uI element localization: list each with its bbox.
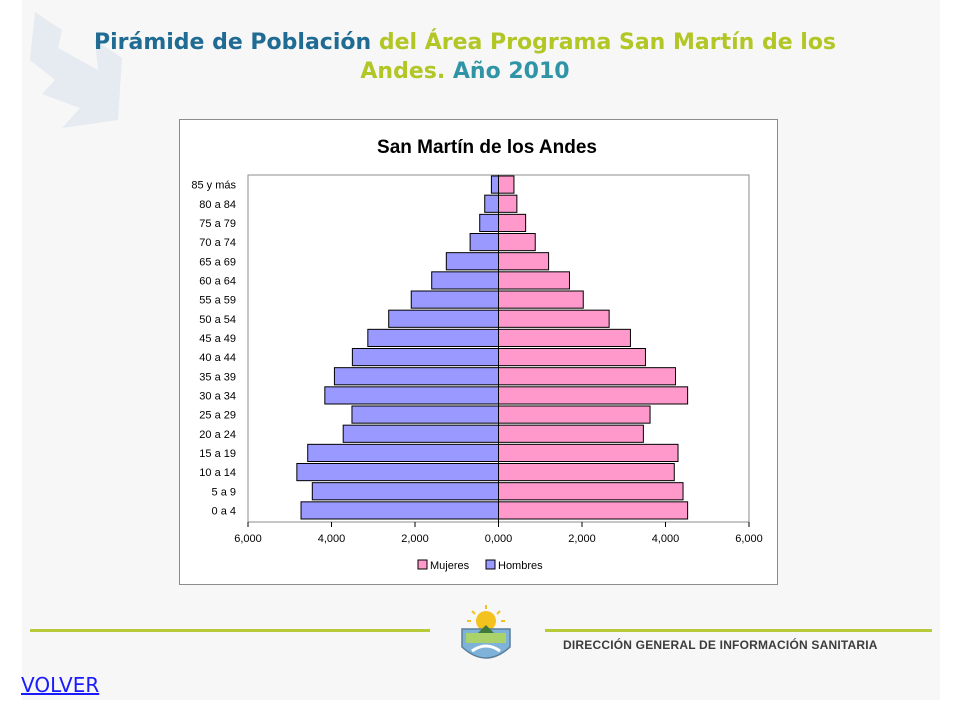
x-tick-label: 2,000 bbox=[401, 533, 429, 545]
bar-hombres bbox=[490, 175, 499, 194]
decorative-arrow-watermark bbox=[30, 12, 122, 128]
x-tick-label: 2,000 bbox=[568, 533, 596, 545]
bar-mujeres bbox=[498, 367, 677, 386]
legend-swatch bbox=[417, 559, 428, 570]
bar-hombres bbox=[469, 233, 499, 252]
bar-mujeres bbox=[498, 213, 527, 233]
bar-mujeres bbox=[498, 386, 689, 405]
bar-hombres bbox=[388, 309, 499, 328]
bar-mujeres bbox=[498, 175, 515, 194]
x-tick-label: 6,000 bbox=[234, 533, 262, 545]
y-tick-label: 55 a 59 bbox=[199, 295, 236, 307]
bar-mujeres bbox=[498, 405, 651, 424]
chart-title: San Martín de los Andes bbox=[377, 137, 597, 158]
footer-line-right bbox=[545, 629, 932, 632]
bar-mujeres bbox=[498, 252, 550, 271]
footer-organization-name: DIRECCIÓN GENERAL DE INFORMACIÓN SANITAR… bbox=[563, 638, 878, 652]
bar-hombres bbox=[307, 443, 499, 463]
y-tick-label: 25 a 29 bbox=[199, 410, 236, 422]
y-tick-label: 50 a 54 bbox=[199, 314, 236, 326]
legend-swatch bbox=[485, 559, 496, 570]
y-tick-label: 20 a 24 bbox=[199, 429, 236, 441]
population-pyramid-chart: San Martín de los Andes 85 y más 80 a 84 7… bbox=[191, 137, 763, 572]
footer-line-left bbox=[30, 629, 430, 632]
y-tick-label: 60 a 64 bbox=[199, 275, 236, 287]
y-tick-label: 45 a 49 bbox=[199, 333, 236, 345]
volver-link[interactable]: VOLVER bbox=[21, 673, 100, 697]
bar-mujeres bbox=[498, 501, 689, 520]
chart-frame: San Martín de los Andes 85 y más 80 a 84 7… bbox=[179, 119, 778, 585]
x-tick-label: 4,000 bbox=[652, 533, 680, 545]
y-tick-label: 35 a 39 bbox=[199, 371, 236, 383]
bar-mujeres bbox=[498, 424, 644, 443]
title-part-2: del Área Programa San Martín de los Ande… bbox=[360, 30, 837, 84]
x-tick-label: 6,000 bbox=[735, 533, 763, 545]
y-tick-label: 40 a 44 bbox=[199, 352, 236, 364]
bar-hombres bbox=[311, 482, 499, 501]
y-tick-label: 15 a 19 bbox=[199, 448, 236, 460]
y-tick-label: 10 a 14 bbox=[199, 467, 236, 479]
y-tick-label: 80 a 84 bbox=[199, 199, 236, 211]
bar-mujeres bbox=[498, 233, 536, 252]
bar-mujeres bbox=[498, 328, 631, 347]
bar-hombres bbox=[367, 328, 499, 347]
bar-hombres bbox=[351, 348, 499, 367]
slide-title: Pirámide de Población del Área Programa … bbox=[60, 28, 870, 86]
bar-mujeres bbox=[498, 309, 610, 328]
y-tick-label: 70 a 74 bbox=[199, 237, 236, 249]
bar-mujeres bbox=[498, 271, 570, 290]
bar-hombres bbox=[484, 194, 500, 213]
y-tick-label: 30 a 34 bbox=[199, 390, 236, 402]
y-tick-label: 85 y más bbox=[191, 180, 236, 192]
bar-hombres bbox=[445, 252, 499, 271]
y-tick-label: 5 a 9 bbox=[212, 486, 236, 498]
x-tick-label: 0,000 bbox=[485, 533, 513, 545]
legend-label: Mujeres bbox=[430, 560, 470, 572]
bar-hombres bbox=[333, 367, 499, 386]
bar-mujeres bbox=[498, 443, 679, 463]
bar-hombres bbox=[300, 501, 499, 520]
x-tick-label: 4,000 bbox=[318, 533, 346, 545]
y-tick-label: 0 a 4 bbox=[212, 505, 236, 517]
bar-hombres bbox=[324, 386, 499, 405]
bar-mujeres bbox=[498, 348, 646, 367]
bar-hombres bbox=[410, 290, 499, 309]
bar-mujeres bbox=[498, 194, 518, 213]
bar-hombres bbox=[296, 463, 499, 482]
bar-hombres bbox=[351, 405, 499, 424]
title-part-1: Pirámide de Población bbox=[93, 30, 372, 55]
y-tick-label: 65 a 69 bbox=[199, 256, 236, 268]
bar-mujeres bbox=[498, 463, 675, 482]
bar-hombres bbox=[479, 213, 499, 233]
bar-mujeres bbox=[498, 290, 584, 309]
legend-label: Hombres bbox=[498, 560, 543, 572]
y-tick-label: 75 a 79 bbox=[199, 218, 236, 230]
bar-hombres bbox=[431, 271, 499, 290]
title-part-3: Año 2010 bbox=[452, 59, 570, 84]
bar-hombres bbox=[342, 424, 499, 443]
province-emblem-icon bbox=[461, 605, 511, 659]
bar-mujeres bbox=[498, 482, 684, 501]
